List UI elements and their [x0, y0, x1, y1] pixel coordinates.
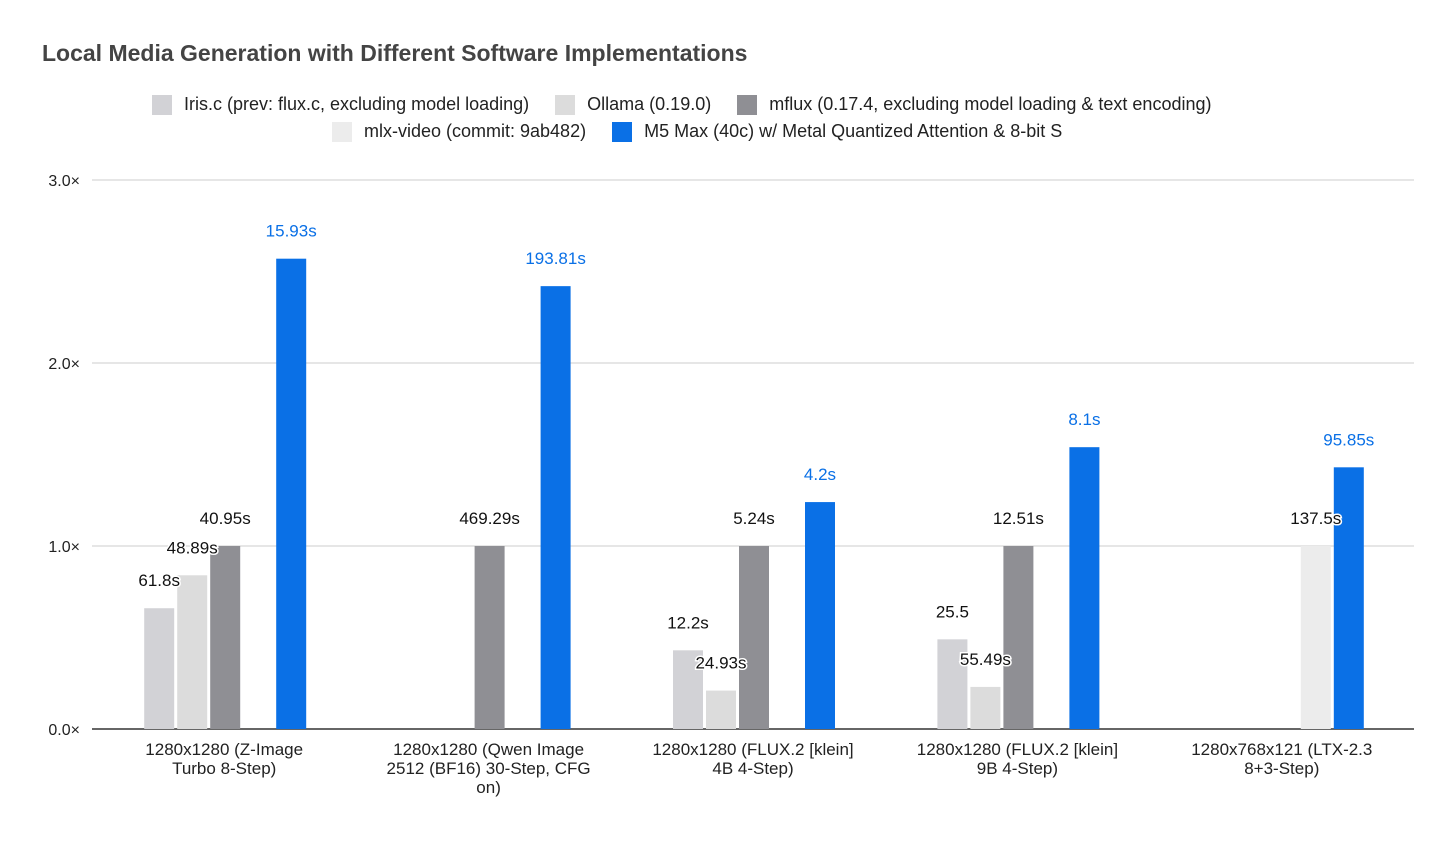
legend-item: Iris.c (prev: flux.c, excluding model lo…: [152, 94, 529, 115]
x-tick-label: 1280x1280 (FLUX.2 [klein]: [917, 740, 1118, 759]
data-label: 95.85s: [1323, 430, 1374, 449]
data-label: 55.49s: [960, 650, 1011, 669]
x-tick-label: 1280x768x121 (LTX-2.3: [1191, 740, 1372, 759]
data-label: 4.2s: [804, 465, 836, 484]
legend-item: mlx-video (commit: 9ab482): [332, 121, 586, 142]
chart-title: Local Media Generation with Different So…: [42, 40, 748, 66]
bar: [1003, 546, 1034, 729]
legend-label: M5 Max (40c) w/ Metal Quantized Attentio…: [644, 121, 1063, 141]
bar: [540, 286, 571, 729]
legend-swatch: [332, 121, 352, 142]
legend-label: Iris.c (prev: flux.c, excluding model lo…: [184, 94, 530, 114]
x-tick-label: 2512 (BF16) 30-Step, CFG: [387, 759, 591, 778]
bar: [805, 502, 835, 729]
legend-item: Ollama (0.19.0): [555, 94, 711, 115]
data-label: 24.93s: [695, 654, 746, 673]
legend-swatch: [612, 121, 633, 142]
bar: [144, 608, 175, 729]
legend-label: mflux (0.17.4, excluding model loading &…: [769, 94, 1212, 114]
legend-item: M5 Max (40c) w/ Metal Quantized Attentio…: [612, 121, 1062, 142]
y-tick-label: 0.0×: [48, 722, 80, 739]
bar: [739, 546, 769, 729]
x-tick-label: Turbo 8-Step): [172, 759, 276, 778]
x-tick-label: 9B 4-Step): [977, 759, 1058, 778]
x-tick-label: 1280x1280 (FLUX.2 [klein]: [652, 740, 853, 759]
data-label: 8.1s: [1068, 410, 1100, 429]
legend-row-1: Iris.c (prev: flux.c, excluding model lo…: [152, 94, 1211, 115]
bar: [1069, 447, 1100, 729]
bar: [706, 690, 736, 729]
data-label: 5.24s: [733, 509, 775, 528]
bar: [276, 258, 307, 729]
legend-swatch: [152, 94, 172, 115]
bar: [177, 575, 208, 729]
bar: [1333, 467, 1364, 729]
bar: [1300, 546, 1331, 729]
x-tick-label: 1280x1280 (Qwen Image: [393, 740, 584, 759]
data-label: 137.5s: [1290, 509, 1341, 528]
data-label: 15.93s: [266, 222, 317, 241]
data-label: 25.5: [936, 602, 969, 621]
bar: [673, 650, 703, 729]
bar: [970, 686, 1001, 729]
bar: [474, 546, 505, 729]
data-label: 48.89s: [167, 538, 218, 557]
legend-item: mflux (0.17.4, excluding model loading &…: [737, 94, 1211, 115]
data-label: 193.81s: [525, 249, 586, 268]
legend-row-2: mlx-video (commit: 9ab482) M5 Max (40c) w…: [332, 121, 1062, 142]
legend-label: Ollama (0.19.0): [587, 94, 712, 114]
x-tick-label: 1280x1280 (Z-Image: [145, 740, 303, 759]
legend-swatch: [555, 94, 576, 115]
x-tick-label: on): [476, 778, 501, 797]
y-tick-label: 1.0×: [48, 539, 80, 556]
x-tick-label: 8+3-Step): [1244, 759, 1319, 778]
x-tick-label: 4B 4-Step): [712, 759, 793, 778]
y-tick-label: 2.0×: [48, 356, 80, 373]
data-label: 40.95s: [200, 509, 251, 528]
legend-label: mlx-video (commit: 9ab482): [364, 121, 587, 141]
bar: [210, 546, 241, 729]
y-tick-label: 3.0×: [48, 173, 80, 190]
data-label: 61.8s: [138, 571, 180, 590]
bar: [937, 639, 968, 729]
legend-swatch: [737, 94, 758, 115]
data-label: 469.29s: [459, 509, 520, 528]
data-label: 12.2s: [667, 613, 709, 632]
data-label: 12.51s: [993, 509, 1044, 528]
